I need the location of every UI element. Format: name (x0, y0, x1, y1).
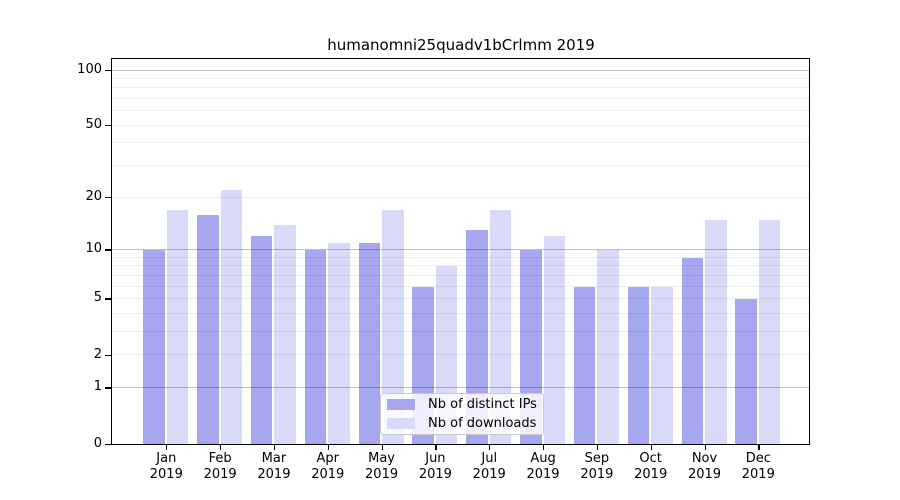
x-axis-label-aug: Aug 2019 (526, 451, 560, 482)
bar-downloads-jul (489, 210, 512, 444)
bar-distinct-ips-jul (466, 230, 488, 444)
legend: Nb of distinct IPs Nb of downloads (380, 393, 544, 435)
x-axis-tick-mar (273, 445, 276, 450)
y-axis-tick-1 (105, 387, 111, 389)
y-axis-tick-label-2: 2 (93, 346, 102, 362)
x-axis-label-may: May 2019 (365, 451, 399, 482)
bar-downloads-apr (328, 242, 350, 444)
chart-title: humanomni25quadv1bCrlmm 2019 (327, 36, 595, 54)
x-axis-tick-jul (489, 445, 491, 450)
legend-label-downloads: Nb of downloads (428, 416, 537, 432)
y-axis-tick-2 (105, 354, 111, 356)
bar-downloads-mar (274, 224, 296, 444)
y-axis-tick-label-1: 1 (93, 379, 102, 395)
y-axis-tick-5 (105, 298, 111, 300)
x-axis-tick-jun (435, 445, 437, 450)
x-axis-tick-jan (166, 445, 168, 450)
legend-swatch-downloads (387, 418, 415, 430)
legend-label-distinct-ips: Nb of distinct IPs (428, 396, 537, 412)
x-axis-label-jan: Jan 2019 (149, 451, 183, 482)
x-axis-tick-dec (758, 445, 760, 450)
bar-downloads-dec (758, 219, 781, 444)
legend-entry-downloads: Nb of downloads (387, 416, 537, 433)
bar-distinct-ips-dec (735, 299, 757, 444)
x-axis-label-dec: Dec 2019 (741, 451, 775, 482)
bar-distinct-ips-feb (197, 214, 219, 444)
x-axis-tick-may (381, 445, 383, 450)
bar-distinct-ips-apr (304, 249, 327, 444)
bars-layer (112, 59, 809, 444)
bar-distinct-ips-sep (573, 286, 596, 444)
y-axis-tick-20 (105, 197, 111, 199)
legend-swatch-distinct-ips (387, 398, 415, 410)
bar-distinct-ips-jan (143, 249, 165, 444)
bar-downloads-nov (705, 219, 727, 444)
legend-entry-distinct-ips: Nb of distinct IPs (387, 396, 537, 413)
y-axis-tick-0 (105, 443, 111, 445)
x-axis-tick-feb (220, 445, 222, 450)
bar-distinct-ips-nov (681, 257, 703, 444)
plot-area: Nb of distinct IPs Nb of downloads (111, 58, 810, 445)
bar-downloads-jan (166, 210, 189, 444)
x-axis-label-nov: Nov 2019 (687, 451, 722, 482)
x-axis-label-jul: Jul 2019 (472, 451, 506, 482)
x-axis-label-mar: Mar 2019 (257, 451, 291, 482)
bar-distinct-ips-may (358, 242, 381, 444)
x-axis-tick-aug (543, 445, 545, 450)
x-axis-tick-apr (327, 445, 329, 450)
y-axis-tick-50 (105, 125, 111, 127)
y-axis-tick-10 (105, 249, 111, 251)
x-axis-tick-sep (596, 445, 599, 450)
x-axis-tick-nov (704, 445, 706, 450)
x-axis-label-feb: Feb 2019 (203, 451, 237, 482)
x-axis-tick-oct (650, 445, 652, 450)
x-axis-label-oct: Oct 2019 (634, 451, 668, 482)
x-axis-label-apr: Apr 2019 (311, 451, 345, 482)
y-axis-tick-label-50: 50 (85, 117, 102, 133)
y-axis-tick-label-100: 100 (77, 62, 102, 77)
bar-downloads-aug (543, 236, 566, 444)
x-axis-label-sep: Sep 2019 (580, 451, 614, 482)
y-axis-tick-100 (105, 70, 111, 72)
x-axis-label-jun: Jun 2019 (418, 451, 452, 482)
y-axis-tick-label-10: 10 (85, 241, 102, 257)
bar-distinct-ips-mar (250, 236, 273, 444)
bar-downloads-feb (220, 190, 243, 444)
bar-downloads-oct (651, 286, 673, 444)
y-axis-tick-label-0: 0 (93, 435, 102, 451)
bar-downloads-may (382, 210, 404, 444)
y-axis-tick-label-5: 5 (93, 290, 102, 306)
y-axis-tick-label-20: 20 (85, 189, 102, 205)
bar-downloads-sep (597, 249, 619, 444)
bar-distinct-ips-oct (627, 286, 650, 444)
